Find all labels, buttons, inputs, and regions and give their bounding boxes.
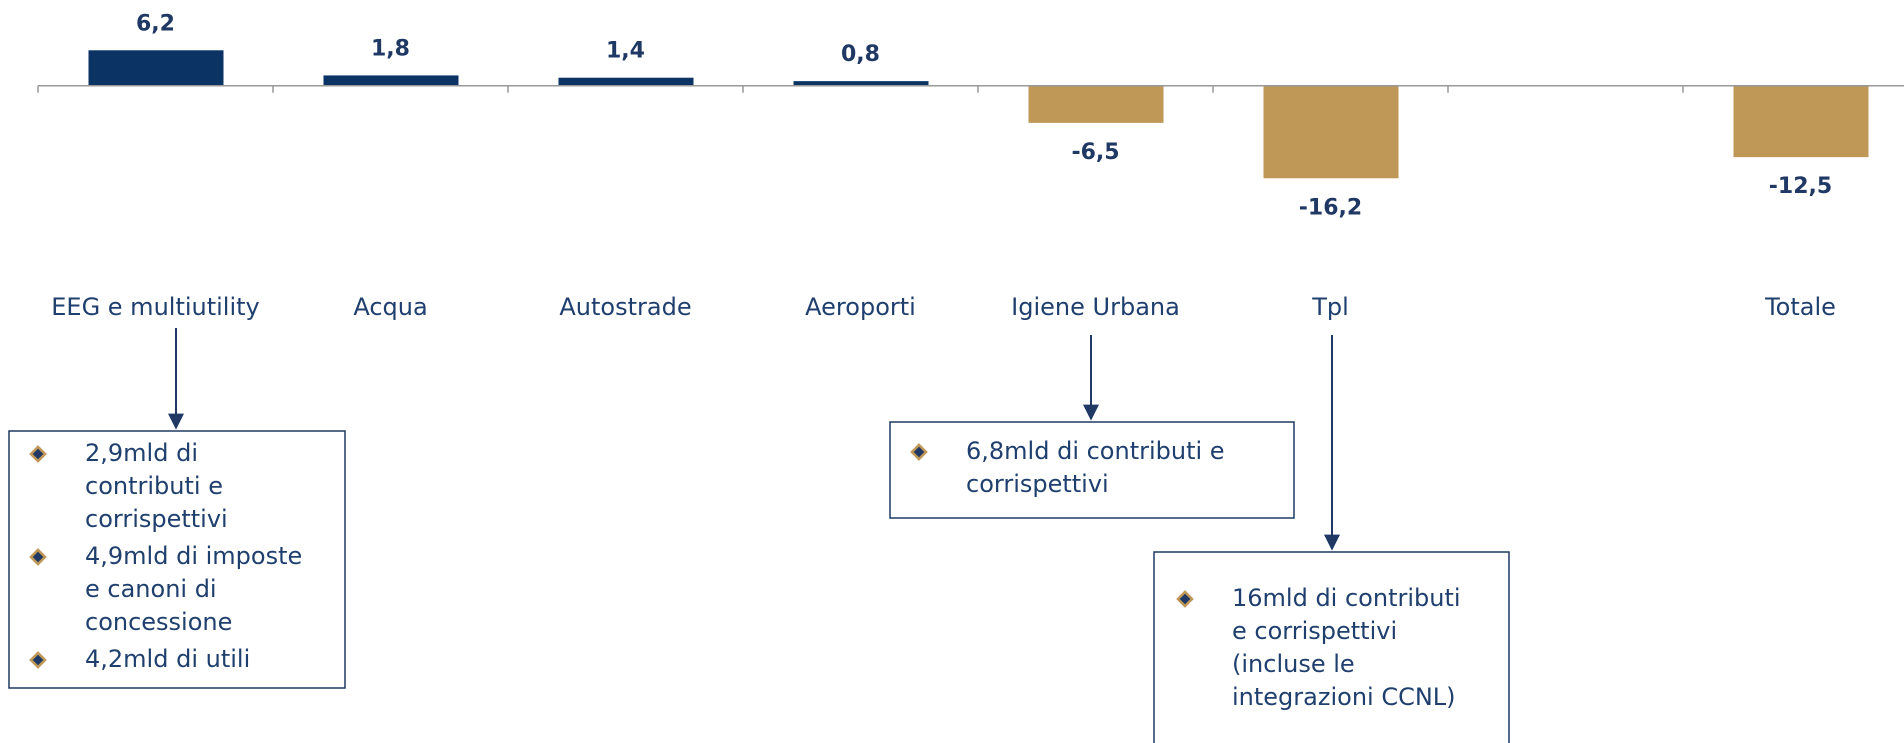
- value-label: -16,2: [1299, 195, 1362, 220]
- annotation-box: [1153, 551, 1510, 743]
- annotation-box: [889, 421, 1295, 519]
- bar: [558, 77, 694, 86]
- value-label: -12,5: [1769, 174, 1832, 199]
- bullet: [29, 548, 47, 566]
- annotation-text: e corrispettivi: [1232, 617, 1397, 645]
- bullet: [1176, 590, 1194, 608]
- bullet: [29, 651, 47, 669]
- value-label: -6,5: [1071, 140, 1119, 165]
- annotation-text: contributi e: [85, 472, 223, 500]
- annotation-text: corrispettivi: [966, 470, 1109, 498]
- annotation-text: e canoni di: [85, 575, 217, 603]
- value-label: 1,4: [606, 39, 645, 64]
- annotation-text: corrispettivi: [85, 505, 228, 533]
- category-label: Acqua: [353, 293, 427, 321]
- bar: [1733, 85, 1869, 158]
- annotation-box: [8, 430, 346, 689]
- value-label: 6,2: [136, 11, 175, 36]
- bar: [1263, 85, 1399, 179]
- annotation-text: 4,2mld di utili: [85, 645, 250, 673]
- category-label: EEG e multiutility: [51, 293, 260, 321]
- category-label: Totale: [1764, 293, 1836, 321]
- value-label: 1,8: [371, 36, 410, 61]
- bar: [88, 50, 224, 86]
- annotation-text: 4,9mld di imposte: [85, 542, 302, 570]
- category-label: Autostrade: [559, 293, 691, 321]
- annotation-text: concessione: [85, 608, 232, 636]
- annotation-text: integrazioni CCNL): [1232, 683, 1456, 711]
- annotation-text: 6,8mld di contributi e: [966, 437, 1225, 465]
- bar: [1028, 85, 1164, 123]
- bullet: [910, 443, 928, 461]
- category-label: Igiene Urbana: [1011, 293, 1180, 321]
- bullet: [29, 445, 47, 463]
- category-label: Aeroporti: [805, 293, 916, 321]
- annotation-text: (incluse le: [1232, 650, 1355, 678]
- bar: [323, 75, 459, 86]
- annotation-text: 2,9mld di: [85, 439, 198, 467]
- bar: [793, 81, 929, 86]
- category-label: Tpl: [1311, 293, 1349, 321]
- value-label: 0,8: [841, 42, 880, 67]
- annotation-text: 16mld di contributi: [1232, 584, 1461, 612]
